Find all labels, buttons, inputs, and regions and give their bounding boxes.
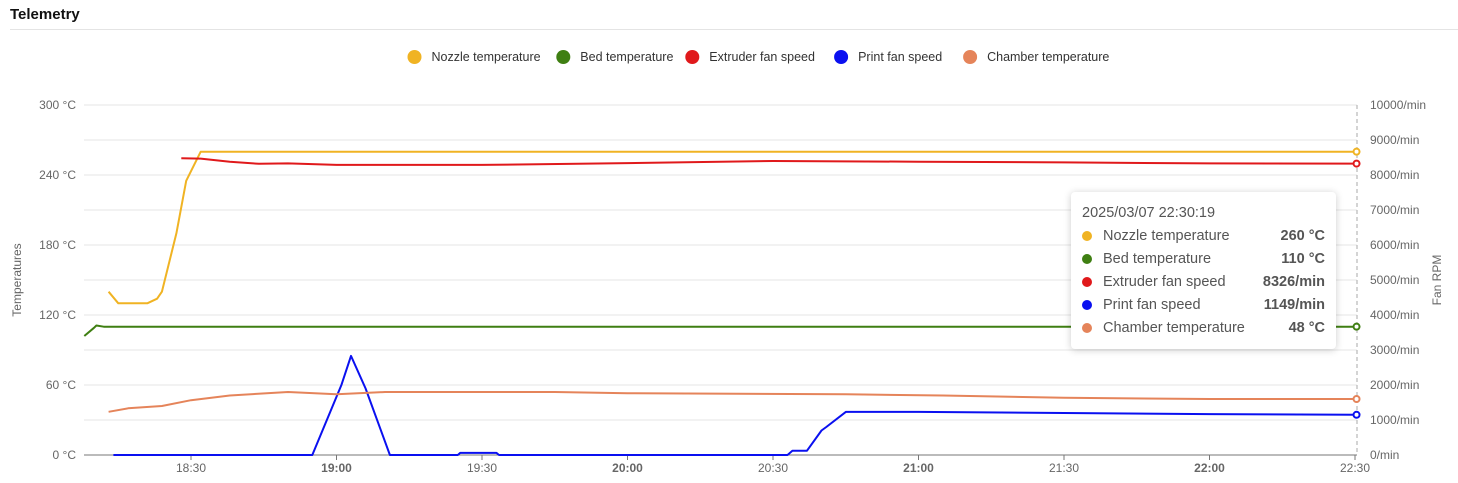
- right-tick-label: 5000/min: [1370, 273, 1419, 287]
- right-tick-label: 2000/min: [1370, 378, 1419, 392]
- page-title: Telemetry: [10, 6, 80, 23]
- chart-tooltip: 2025/03/07 22:30:19 Nozzle temperature 26…: [1071, 192, 1336, 349]
- left-tick-label: 60 °C: [46, 378, 76, 392]
- x-tick-label: 22:00: [1194, 461, 1225, 475]
- x-tick-label: 21:00: [903, 461, 934, 475]
- legend-label: Print fan speed: [858, 50, 942, 64]
- series-dot-icon: [1082, 231, 1092, 241]
- series-line-nozzle-temperature: [107, 150, 1357, 305]
- legend-item[interactable]: Print fan speed: [834, 50, 942, 64]
- right-tick-label: 1000/min: [1370, 413, 1419, 427]
- legend-dot-icon: [407, 50, 422, 64]
- right-axis-title: Fan RPM: [1430, 255, 1444, 306]
- left-tick-label: 240 °C: [39, 168, 76, 182]
- series-end-marker: [1352, 322, 1361, 331]
- right-tick-label: 9000/min: [1370, 133, 1419, 147]
- tooltip-row: Bed temperature 110 °C: [1082, 249, 1325, 269]
- right-tick-label: 6000/min: [1370, 238, 1419, 252]
- left-tick-label: 180 °C: [39, 238, 76, 252]
- tooltip-series-name: Print fan speed: [1103, 297, 1201, 313]
- right-tick-label: 3000/min: [1370, 343, 1419, 357]
- series-end-marker: [1352, 395, 1361, 403]
- legend-item[interactable]: Extruder fan speed: [685, 50, 815, 64]
- tooltip-row: Print fan speed 1149/min: [1082, 295, 1325, 315]
- tooltip-series-name: Extruder fan speed: [1103, 274, 1226, 290]
- x-tick-label: 22:30: [1340, 461, 1370, 475]
- right-tick-label: 8000/min: [1370, 168, 1419, 182]
- tooltip-series-name: Chamber temperature: [1103, 320, 1245, 336]
- right-tick-label: 4000/min: [1370, 308, 1419, 322]
- series-end-marker: [1352, 147, 1361, 156]
- tooltip-row: Extruder fan speed 8326/min: [1082, 272, 1325, 292]
- series-line-chamber-temperature: [108, 391, 1357, 413]
- left-tick-label: 0 °C: [53, 448, 77, 462]
- tooltip-series-value: 110 °C: [1281, 251, 1325, 267]
- left-tick-label: 120 °C: [39, 308, 76, 322]
- series-line-extruder-fan-speed: [181, 157, 1357, 166]
- tooltip-series-value: 260 °C: [1280, 228, 1326, 244]
- series-dot-icon: [1082, 300, 1092, 310]
- legend-dot-icon: [963, 50, 978, 64]
- x-tick-label: 18:30: [176, 461, 206, 475]
- tooltip-row: Nozzle temperature 260 °C: [1082, 226, 1325, 246]
- legend-dot-icon: [685, 50, 700, 64]
- tooltip-time: 2025/03/07 22:30:19: [1082, 205, 1216, 221]
- left-axis-title: Temperatures: [10, 243, 24, 316]
- tooltip-series-name: Bed temperature: [1103, 251, 1212, 267]
- right-tick-label: 10000/min: [1370, 98, 1426, 112]
- legend-dot-icon: [834, 50, 849, 64]
- series-dot-icon: [1082, 254, 1092, 264]
- series-line-print-fan-speed: [113, 354, 1357, 456]
- tooltip-series-value: 8326/min: [1262, 274, 1325, 290]
- legend-dot-icon: [556, 50, 571, 64]
- left-tick-label: 300 °C: [39, 98, 76, 112]
- legend-item[interactable]: Bed temperature: [556, 50, 673, 64]
- legend-item[interactable]: Chamber temperature: [963, 50, 1109, 64]
- legend-label: Nozzle temperature: [432, 50, 541, 64]
- series-end-marker: [1352, 159, 1361, 168]
- x-tick-label: 19:00: [321, 461, 352, 475]
- series-end-marker: [1352, 410, 1361, 419]
- right-tick-label: 7000/min: [1370, 203, 1419, 217]
- tooltip-series-value: 48 °C: [1288, 320, 1325, 336]
- x-tick-label: 19:30: [467, 461, 497, 475]
- right-tick-label: 0/min: [1370, 448, 1399, 462]
- tooltip-series-name: Nozzle temperature: [1103, 228, 1230, 244]
- legend-item[interactable]: Nozzle temperature: [407, 50, 541, 64]
- series-dot-icon: [1082, 277, 1092, 287]
- series-dot-icon: [1082, 323, 1092, 333]
- legend-label: Extruder fan speed: [709, 50, 815, 64]
- legend-label: Chamber temperature: [987, 50, 1109, 64]
- x-tick-label: 20:30: [758, 461, 788, 475]
- legend-label: Bed temperature: [580, 50, 673, 64]
- x-tick-label: 20:00: [612, 461, 643, 475]
- title-divider: [10, 29, 1458, 30]
- tooltip-series-value: 1149/min: [1263, 297, 1325, 313]
- tooltip-row: Chamber temperature 48 °C: [1082, 318, 1325, 338]
- x-tick-label: 21:30: [1049, 461, 1079, 475]
